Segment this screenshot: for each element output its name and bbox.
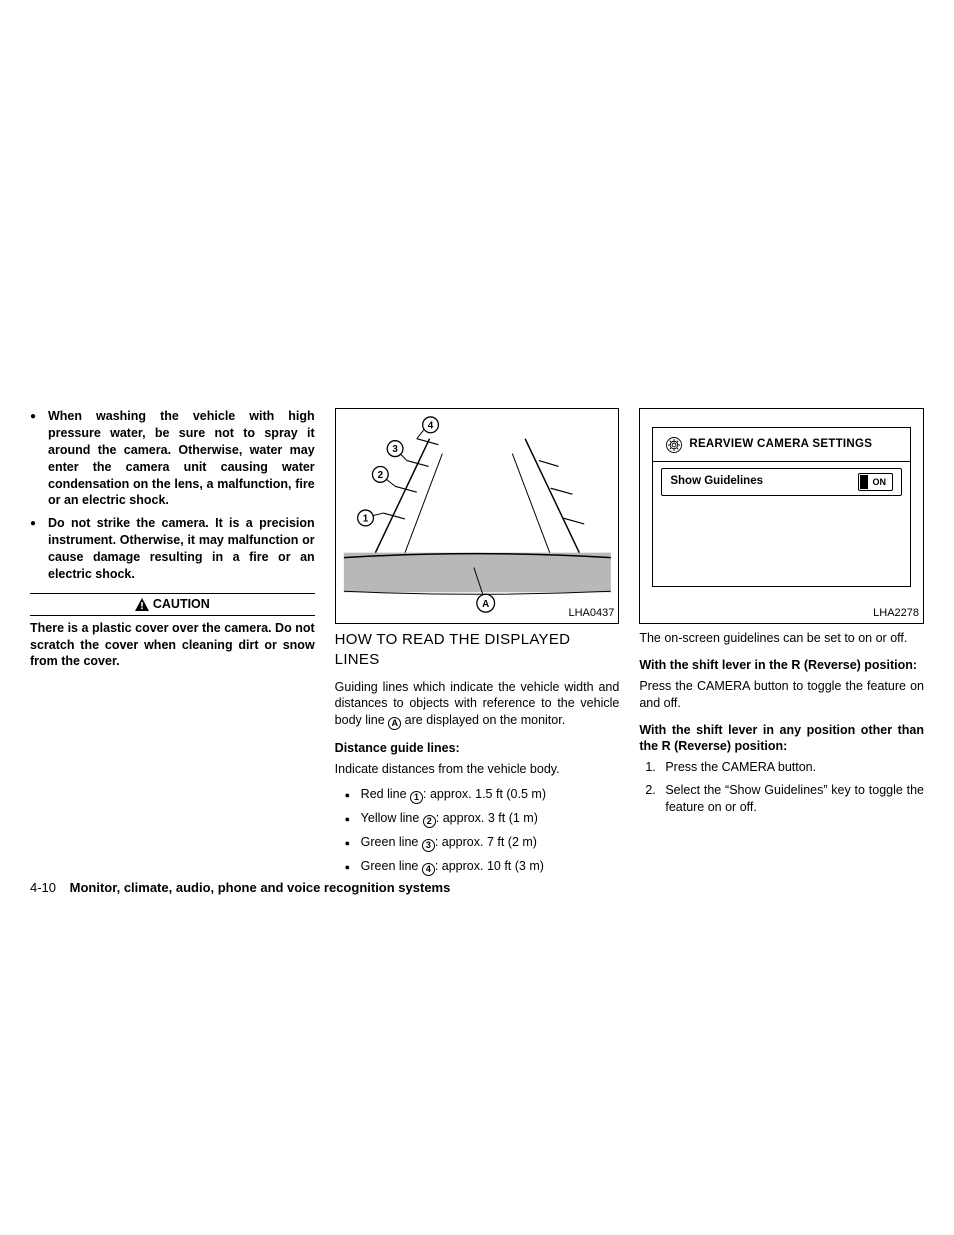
other-heading: With the shift lever in any position oth… (639, 722, 924, 756)
settings-panel: REARVIEW CAMERA SETTINGS Show Guidelines… (652, 427, 911, 587)
intro-text-b: are displayed on the monitor. (401, 713, 565, 727)
reverse-text: Press the CAMERA button to toggle the fe… (639, 678, 924, 712)
distance-item: Red line 1: approx. 1.5 ft (0.5 m) (335, 786, 620, 804)
figure-guidelines: 1 2 3 4 A LHA0437 (335, 408, 620, 624)
svg-text:2: 2 (377, 470, 383, 481)
settings-row-label: Show Guidelines (670, 474, 763, 490)
line-post: : approx. 10 ft (3 m) (435, 859, 544, 873)
line-pre: Green line (361, 859, 422, 873)
line-post: : approx. 1.5 ft (0.5 m) (423, 787, 546, 801)
step-text: Select the “Show Guidelines” key to togg… (665, 783, 924, 814)
toggle-label: ON (869, 476, 893, 488)
columns: When washing the vehicle with high press… (30, 408, 924, 882)
svg-text:3: 3 (392, 444, 398, 455)
reverse-heading: With the shift lever in the R (Reverse) … (639, 657, 924, 674)
warning-list: When washing the vehicle with high press… (30, 408, 315, 583)
circled-number-icon: 3 (422, 839, 435, 852)
line-pre: Green line (361, 835, 422, 849)
intro-paragraph: Guiding lines which indicate the vehicle… (335, 679, 620, 731)
step-number: 1. (645, 759, 655, 776)
guidelines-intro: The on-screen guidelines can be set to o… (639, 630, 924, 647)
circled-letter-a-icon: A (388, 717, 401, 730)
settings-title: REARVIEW CAMERA SETTINGS (689, 437, 872, 453)
figure-label: LHA2278 (873, 606, 919, 621)
settings-row-guidelines[interactable]: Show Guidelines ON (661, 468, 902, 496)
step-number: 2. (645, 782, 655, 799)
caution-heading: CAUTION (30, 593, 315, 616)
line-post: : approx. 7 ft (2 m) (435, 835, 537, 849)
step-item: 2. Select the “Show Guidelines” key to to… (639, 782, 924, 816)
warning-item: When washing the vehicle with high press… (30, 408, 315, 509)
warning-item: Do not strike the camera. It is a precis… (30, 515, 315, 583)
line-pre: Yellow line (361, 811, 423, 825)
caution-label: CAUTION (153, 596, 210, 613)
section-heading: HOW TO READ THE DISPLAYED LINES (335, 630, 620, 671)
page-footer: 4-10 Monitor, climate, audio, phone and … (30, 880, 450, 895)
svg-text:A: A (482, 599, 489, 610)
toggle-indicator-icon (860, 475, 868, 489)
distance-item: Green line 4: approx. 10 ft (3 m) (335, 858, 620, 876)
gear-icon (665, 436, 683, 454)
distance-intro: Indicate distances from the vehicle body… (335, 761, 620, 778)
column-3: REARVIEW CAMERA SETTINGS Show Guidelines… (639, 408, 924, 882)
line-pre: Red line (361, 787, 410, 801)
caution-text: There is a plastic cover over the camera… (30, 620, 315, 671)
warning-triangle-icon (135, 598, 149, 611)
figure-label: LHA0437 (568, 606, 614, 621)
toggle-on[interactable]: ON (858, 473, 894, 491)
distance-item: Yellow line 2: approx. 3 ft (1 m) (335, 810, 620, 828)
footer-title: Monitor, climate, audio, phone and voice… (70, 880, 451, 895)
circled-number-icon: 2 (423, 815, 436, 828)
svg-text:4: 4 (427, 420, 433, 431)
distance-list: Red line 1: approx. 1.5 ft (0.5 m) Yello… (335, 786, 620, 876)
guidelines-diagram-icon: 1 2 3 4 A (336, 409, 619, 623)
manual-page: When washing the vehicle with high press… (0, 0, 954, 1235)
step-item: 1. Press the CAMERA button. (639, 759, 924, 776)
distance-item: Green line 3: approx. 7 ft (2 m) (335, 834, 620, 852)
page-number: 4-10 (30, 880, 56, 895)
line-post: : approx. 3 ft (1 m) (436, 811, 538, 825)
circled-number-icon: 4 (422, 863, 435, 876)
distance-subheading: Distance guide lines: (335, 740, 620, 757)
column-1: When washing the vehicle with high press… (30, 408, 315, 882)
column-2: 1 2 3 4 A LHA0437 HOW TO READ THE DISPLA… (335, 408, 620, 882)
figure-settings-screen: REARVIEW CAMERA SETTINGS Show Guidelines… (639, 408, 924, 624)
step-text: Press the CAMERA button. (665, 760, 816, 774)
steps-list: 1. Press the CAMERA button. 2. Select the … (639, 759, 924, 816)
circled-number-icon: 1 (410, 791, 423, 804)
settings-title-row: REARVIEW CAMERA SETTINGS (653, 428, 910, 462)
svg-text:1: 1 (362, 513, 368, 524)
